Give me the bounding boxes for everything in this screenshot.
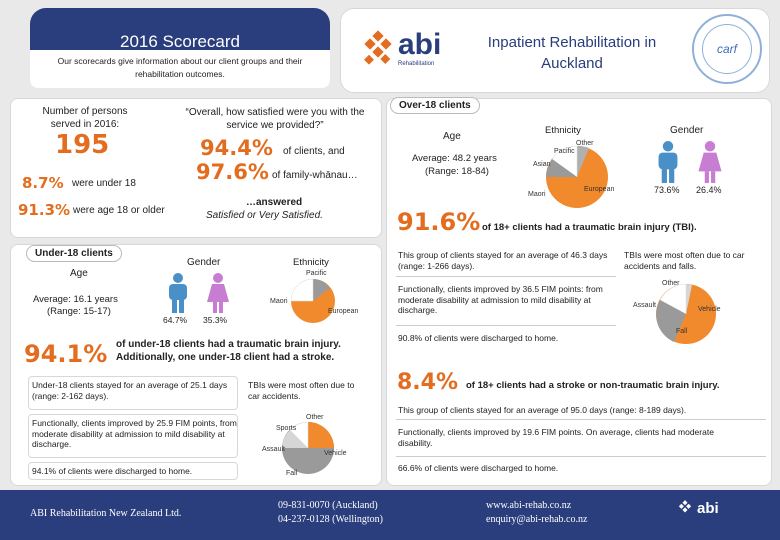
over18-cause-fall: Fall <box>676 328 688 335</box>
under18-pct: 8.7% <box>22 174 64 192</box>
carf-seal: carf <box>692 14 762 84</box>
under18-eth-european: European <box>328 308 359 315</box>
footer-logo-text: abi <box>697 500 719 517</box>
under18-age-avg: Average: 16.1 years <box>33 294 118 305</box>
answered-text: …answered <box>246 197 303 208</box>
persons-value: 195 <box>55 130 110 160</box>
under18-fim-box <box>28 414 238 458</box>
under18-tbi-text: of under-18 clients had a traumatic brai… <box>116 339 341 350</box>
over18-text: were age 18 or older <box>73 205 165 216</box>
over18-gender-label: Gender <box>670 125 704 136</box>
under18-cause-pie <box>282 421 334 474</box>
under18-age-range: (Range: 15-17) <box>47 306 111 317</box>
divider <box>396 456 766 457</box>
under18-ethnicity-pie <box>290 278 335 323</box>
over18-tbi-fim: Functionally, clients improved by 36.5 F… <box>398 284 603 316</box>
under18-fim: Functionally, clients improved by 25.9 F… <box>32 418 237 450</box>
over18-ethnicity-label: Ethnicity <box>545 125 581 136</box>
over18-cause-vehicle: Vehicle <box>698 306 721 313</box>
under18-cause-sports: Sports <box>276 425 297 432</box>
under18-home-box <box>28 462 238 480</box>
over18-tbi-home: 90.8% of clients were discharged to home… <box>398 333 559 343</box>
under18-tbi-cause: TBIs were most often due to car accident… <box>248 380 355 401</box>
under18-female-icon <box>207 273 229 313</box>
under18-eth-maori: Maori <box>270 298 288 305</box>
clients-satisfied-pct: 94.4% <box>200 136 273 160</box>
under18-cause-vehicle: Vehicle <box>324 450 347 457</box>
under18-cause-other: Other <box>306 414 324 421</box>
under18-tbi-text2: Additionally, one under-18 client had a … <box>116 352 335 363</box>
footer-email-link[interactable]: enquiry@abi-rehab.co.nz <box>486 514 588 525</box>
under18-gender-female-pct: 35.3% <box>203 315 228 325</box>
under18-home: 94.1% of clients were discharged to home… <box>32 466 193 476</box>
over18-eth-pacific: Pacific <box>554 148 575 155</box>
over18-pct: 91.3% <box>18 201 71 219</box>
over18-cause-pie <box>656 283 716 344</box>
carf-seal-text: carf <box>716 42 737 56</box>
under18-text: were under 18 <box>72 178 136 189</box>
header-subtitle-box <box>30 50 330 88</box>
under18-stay-box <box>28 376 238 410</box>
family-satisfied-pct: 97.6% <box>196 160 269 184</box>
over18-age-label: Age <box>443 131 461 142</box>
under18-eth-pacific: Pacific <box>306 270 327 277</box>
page-subtitle: Our scorecards give information about ou… <box>57 56 303 79</box>
abi-logo-text: abi <box>398 28 442 61</box>
clients-satisfied-text: of clients, and <box>283 146 345 157</box>
divider <box>396 276 616 277</box>
over18-stroke-home: 66.6% of clients were discharged to home… <box>398 463 559 473</box>
over18-stroke-text: of 18+ clients had a stroke or non-traum… <box>466 380 720 391</box>
over18-cause-assault: Assault <box>633 302 656 309</box>
footer-abi-logo-icon <box>678 500 692 513</box>
over18-gender-female-pct: 26.4% <box>696 185 722 195</box>
satisfied-text: Satisfied or Very Satisfied. <box>206 210 323 221</box>
footer-bar <box>0 490 780 540</box>
over18-cause-other: Other <box>662 280 680 287</box>
under18-gender-label: Gender <box>187 257 221 268</box>
under18-age-label: Age <box>70 268 88 279</box>
footer-company: ABI Rehabilitation New Zealand Ltd. <box>30 508 182 519</box>
over18-eth-other: Other <box>576 140 594 147</box>
over18-tbi-text: of 18+ clients had a traumatic brain inj… <box>482 222 697 233</box>
over18-eth-asian: Asian <box>533 161 551 168</box>
abi-logo-subtext: Rehabilitation <box>398 61 435 67</box>
abi-logo-mark-icon <box>364 30 392 65</box>
satisfaction-question: “Overall, how satisfied were you with th… <box>185 107 365 131</box>
over18-stroke-pct: 8.4% <box>397 370 459 395</box>
divider <box>396 419 766 420</box>
under18-gender-male-pct: 64.7% <box>163 315 188 325</box>
under18-cause-fall: Fall <box>286 470 298 477</box>
over18-tbi-stay: This group of clients stayed for an aver… <box>398 250 608 271</box>
under18-stay: Under-18 clients stayed for an average o… <box>32 380 228 401</box>
over18-tab: Over-18 clients <box>390 97 480 114</box>
divider <box>396 325 616 326</box>
over18-tbi-cause: TBIs were most often due to car accident… <box>624 250 745 271</box>
left-top-box <box>10 98 382 238</box>
under18-ethnicity-label: Ethnicity <box>293 257 329 268</box>
under18-tab: Under-18 clients <box>26 245 122 262</box>
over18-eth-maori: Maori <box>528 191 546 198</box>
over18-stroke-stay: This group of clients stayed for an aver… <box>398 405 687 415</box>
page-title: 2016 Scorecard <box>119 32 241 51</box>
over18-age-range: (Range: 18-84) <box>425 166 489 177</box>
persons-label: Number of persons served in 2016: <box>42 106 128 130</box>
footer-phone-wellington: 04-237-0128 (Wellington) <box>278 514 384 525</box>
under18-cause-assault: Assault <box>262 446 285 453</box>
abi-logo <box>358 30 453 70</box>
over18-stroke-fim: Functionally, clients improved by 19.6 F… <box>398 427 714 448</box>
over18-eth-european: European <box>584 186 615 193</box>
family-satisfied-text: of family-whānau… <box>272 170 358 181</box>
over18-gender-male-pct: 73.6% <box>654 185 680 195</box>
over18-ethnicity-pie <box>546 145 608 208</box>
header-right-title: Inpatient Rehabilitation in Auckland <box>487 34 657 72</box>
over18-tbi-pct: 91.6% <box>397 208 481 236</box>
over18-female-icon <box>698 141 722 183</box>
over18-male-icon <box>658 141 678 183</box>
under18-male-icon <box>169 273 187 313</box>
over18-age-avg: Average: 48.2 years <box>412 153 497 164</box>
footer-website-link[interactable]: www.abi-rehab.co.nz <box>486 500 572 511</box>
footer-phone-auckland: 09-831-0070 (Auckland) <box>278 500 378 511</box>
under18-tbi-pct: 94.1% <box>24 340 108 368</box>
